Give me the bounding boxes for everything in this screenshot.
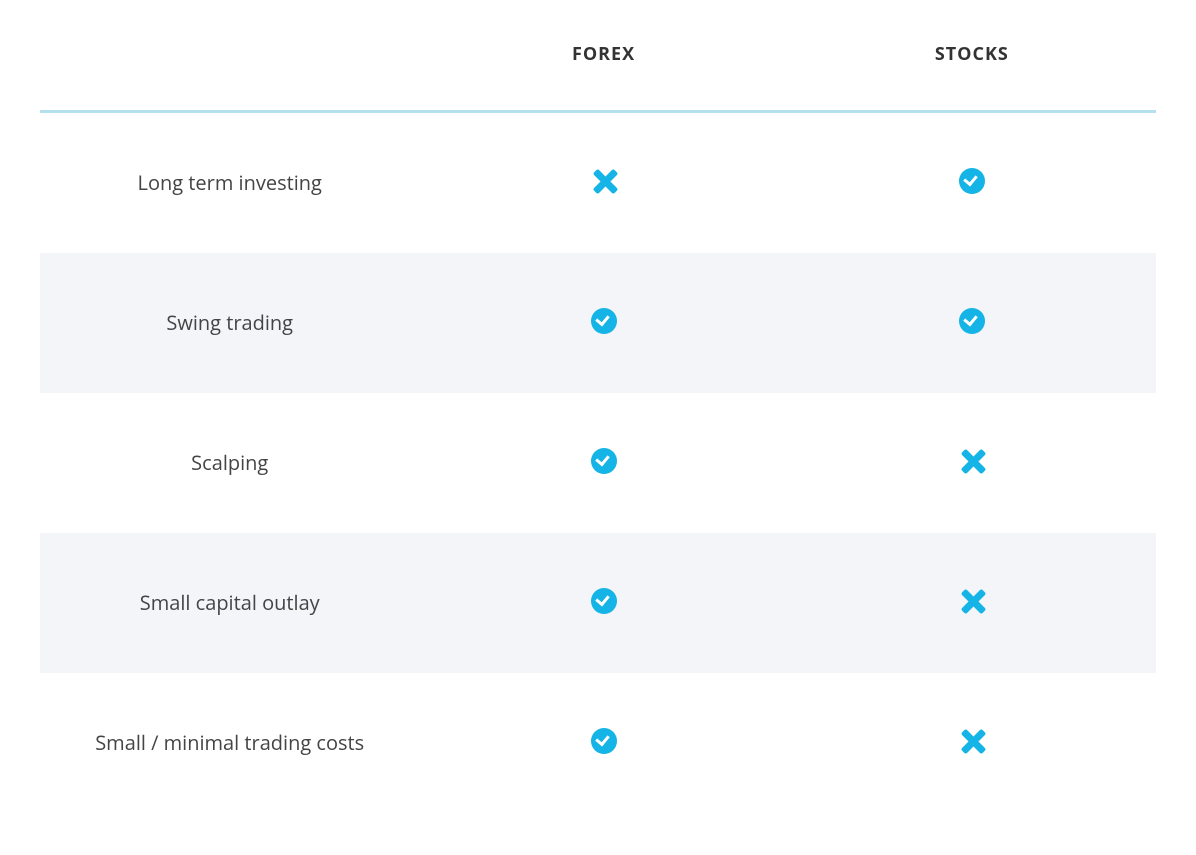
cross-icon bbox=[958, 447, 986, 475]
table-row: Scalping bbox=[40, 393, 1156, 533]
table-row: Small / minimal trading costs bbox=[40, 673, 1156, 813]
cell-forex bbox=[419, 673, 787, 813]
row-label: Small / minimal trading costs bbox=[40, 673, 419, 813]
check-icon bbox=[591, 728, 617, 754]
row-label: Scalping bbox=[40, 393, 419, 533]
cell-stocks bbox=[788, 673, 1156, 813]
cross-icon bbox=[958, 587, 986, 615]
row-label: Long term investing bbox=[40, 113, 419, 253]
cell-forex bbox=[419, 253, 787, 393]
cell-stocks bbox=[788, 533, 1156, 673]
check-icon bbox=[591, 308, 617, 334]
row-label: Small capital outlay bbox=[40, 533, 419, 673]
cell-forex bbox=[419, 533, 787, 673]
cell-stocks bbox=[788, 253, 1156, 393]
table-row: Small capital outlay bbox=[40, 533, 1156, 673]
cell-forex bbox=[419, 393, 787, 533]
cross-icon bbox=[958, 727, 986, 755]
header-forex: FOREX bbox=[419, 30, 787, 110]
header-stocks: STOCKS bbox=[788, 30, 1156, 110]
header-empty bbox=[40, 30, 419, 110]
table-row: Long term investing bbox=[40, 113, 1156, 253]
check-icon bbox=[959, 308, 985, 334]
table-row: Swing trading bbox=[40, 253, 1156, 393]
cell-stocks bbox=[788, 113, 1156, 253]
check-icon bbox=[959, 168, 985, 194]
table-header-row: FOREX STOCKS bbox=[40, 30, 1156, 110]
comparison-table: FOREX STOCKS Long term investing Swing t… bbox=[40, 30, 1156, 813]
cross-icon bbox=[590, 167, 618, 195]
check-icon bbox=[591, 588, 617, 614]
check-icon bbox=[591, 448, 617, 474]
row-label: Swing trading bbox=[40, 253, 419, 393]
cell-forex bbox=[419, 113, 787, 253]
cell-stocks bbox=[788, 393, 1156, 533]
